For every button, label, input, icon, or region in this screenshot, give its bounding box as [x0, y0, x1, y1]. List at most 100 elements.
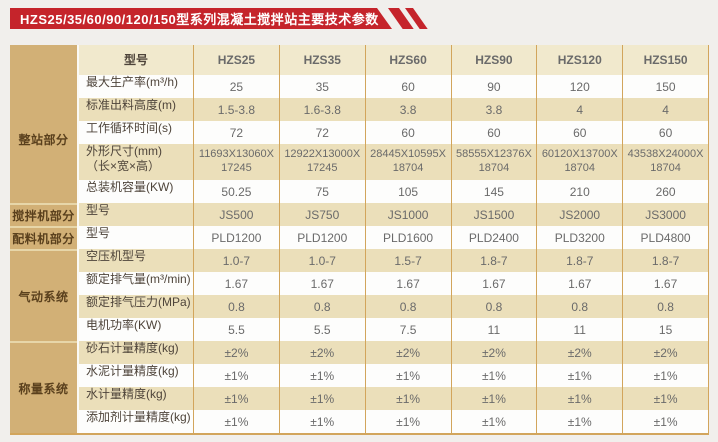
value-cell: 4 — [536, 98, 623, 121]
value-cell: 0.8 — [536, 295, 623, 318]
value-cell: 1.67 — [622, 272, 708, 295]
value-cell: ±2% — [193, 341, 279, 364]
param-cell: 型号 — [77, 203, 193, 226]
model-header-cell: HZS150 — [622, 45, 708, 75]
value-cell: ±1% — [450, 387, 537, 410]
param-cell: 标准出料高度(m) — [77, 98, 193, 121]
value-cell: 0.8 — [450, 295, 537, 318]
value-cell: 11 — [536, 318, 623, 341]
param-cell: 最大生产率(m³/h) — [77, 75, 193, 98]
param-cell: 工作循环时间(s) — [77, 121, 193, 144]
value-cell: PLD1200 — [278, 226, 365, 249]
value-cell: 90 — [450, 75, 537, 98]
group-cell: 气动系统 — [10, 249, 77, 341]
value-cell: 35 — [278, 75, 365, 98]
value-cell: 1.5-7 — [364, 249, 451, 272]
value-cell: 28445X10595X 18704 — [364, 144, 451, 180]
value-cell: 25 — [193, 75, 279, 98]
title-banner: HZS25/35/60/90/120/150型系列混凝土搅拌站主要技术参数 — [10, 8, 392, 29]
value-cell: ±1% — [278, 387, 365, 410]
value-cell: 60 — [622, 121, 708, 144]
value-cell: 1.67 — [536, 272, 623, 295]
value-cell: 1.67 — [364, 272, 451, 295]
value-cell: ±1% — [450, 364, 537, 387]
value-cell: JS750 — [278, 203, 365, 226]
value-cell: 3.8 — [364, 98, 451, 121]
value-cell: ±1% — [622, 364, 708, 387]
value-cell: 15 — [622, 318, 708, 341]
param-cell: 水泥计量精度(kg) — [77, 364, 193, 387]
page-title: HZS25/35/60/90/120/150型系列混凝土搅拌站主要技术参数 — [20, 12, 379, 27]
group-cell: 整站部分 — [10, 75, 77, 203]
value-cell: ±2% — [364, 341, 451, 364]
value-cell: ±1% — [278, 410, 365, 433]
value-cell: ±1% — [364, 387, 451, 410]
model-header-cell: HZS120 — [536, 45, 623, 75]
value-cell: 50.25 — [193, 180, 279, 203]
value-cell: 1.67 — [193, 272, 279, 295]
model-header-cell: HZS90 — [450, 45, 537, 75]
param-cell: 水计量精度(kg) — [77, 387, 193, 410]
value-cell: ±2% — [450, 341, 537, 364]
value-cell: 260 — [622, 180, 708, 203]
param-cell: 额定排气量(m³/min) — [77, 272, 193, 295]
value-cell: ±1% — [364, 410, 451, 433]
value-cell: 11693X13060X 17245 — [193, 144, 279, 180]
value-cell: ±1% — [536, 387, 623, 410]
value-cell: 72 — [193, 121, 279, 144]
spec-table: 型号 HZS25 HZS35 HZS60 HZS90 HZS120 HZS150 整站部分 最大… — [10, 45, 709, 435]
value-cell: ±2% — [622, 341, 708, 364]
value-cell: ±1% — [536, 364, 623, 387]
param-cell: 空压机型号 — [77, 249, 193, 272]
group-cell: 搅拌机部分 — [10, 203, 77, 226]
value-cell: 5.5 — [278, 318, 365, 341]
value-cell: PLD1200 — [193, 226, 279, 249]
value-cell: 72 — [278, 121, 365, 144]
value-cell: 120 — [536, 75, 623, 98]
value-cell: 150 — [622, 75, 708, 98]
value-cell: 58555X12376X 18704 — [450, 144, 537, 180]
value-cell: 43538X24000X 18704 — [622, 144, 708, 180]
param-cell: 型号 — [77, 226, 193, 249]
value-cell: 1.0-7 — [278, 249, 365, 272]
value-cell: JS1500 — [450, 203, 537, 226]
value-cell: ±1% — [193, 364, 279, 387]
param-cell: 总装机容量(KW) — [77, 180, 193, 203]
value-cell: 11 — [450, 318, 537, 341]
value-cell: 0.8 — [622, 295, 708, 318]
value-cell: JS1000 — [364, 203, 451, 226]
value-cell: PLD4800 — [622, 226, 708, 249]
value-cell: 0.8 — [278, 295, 365, 318]
value-cell: 210 — [536, 180, 623, 203]
value-cell: 0.8 — [364, 295, 451, 318]
value-cell: ±1% — [622, 387, 708, 410]
value-cell: 145 — [450, 180, 537, 203]
value-cell: 0.8 — [193, 295, 279, 318]
model-header-cell: HZS25 — [193, 45, 279, 75]
value-cell: ±1% — [622, 410, 708, 433]
group-cell: 称量系统 — [10, 341, 77, 433]
value-cell: PLD1600 — [364, 226, 451, 249]
param-cell: 砂石计量精度(kg) — [77, 341, 193, 364]
value-cell: 1.5-3.8 — [193, 98, 279, 121]
value-cell: 4 — [622, 98, 708, 121]
value-cell: JS500 — [193, 203, 279, 226]
value-cell: ±1% — [450, 410, 537, 433]
param-cell: 电机功率(KW) — [77, 318, 193, 341]
value-cell: 1.67 — [450, 272, 537, 295]
param-cell: 添加剂计量精度(kg) — [77, 410, 193, 433]
value-cell: 1.8-7 — [622, 249, 708, 272]
value-cell: PLD2400 — [450, 226, 537, 249]
value-cell: 3.8 — [450, 98, 537, 121]
value-cell: 5.5 — [193, 318, 279, 341]
value-cell: 1.67 — [278, 272, 365, 295]
value-cell: 1.0-7 — [193, 249, 279, 272]
value-cell: 60 — [364, 121, 451, 144]
value-cell: 75 — [278, 180, 365, 203]
value-cell: JS3000 — [622, 203, 708, 226]
value-cell: ±1% — [193, 410, 279, 433]
value-cell: 1.8-7 — [450, 249, 537, 272]
param-cell: 额定排气压力(MPa) — [77, 295, 193, 318]
value-cell: JS2000 — [536, 203, 623, 226]
